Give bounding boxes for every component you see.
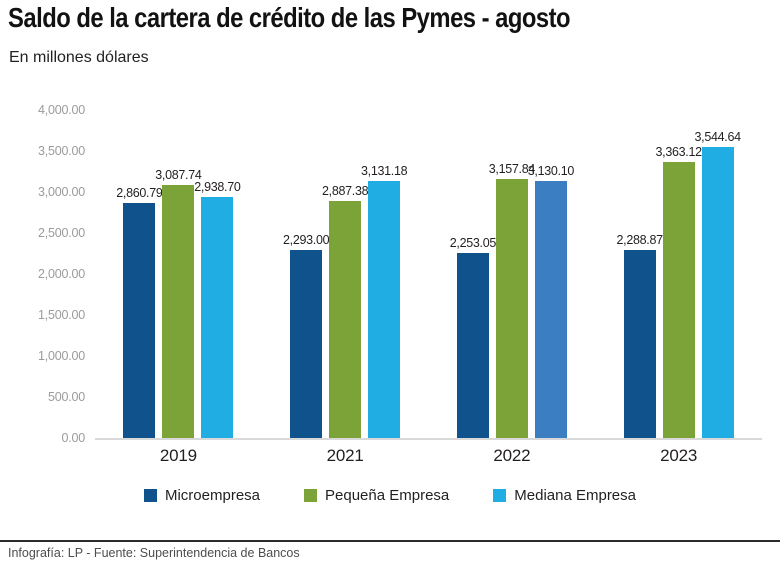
y-tick-label: 1,000.00 (37, 349, 85, 363)
bar-pequena-empresa-2022: 3,157.84 (489, 162, 535, 438)
bar-group-2019: 2,860.79 3,087.74 2,938.70 2019 (116, 110, 241, 465)
bar-value-label: 3,157.84 (488, 162, 536, 177)
bar-chart: 4,000.00 3,500.00 3,000.00 2,500.00 2,000.00… (0, 95, 780, 470)
plot-area: 2,860.79 3,087.74 2,938.70 2019 2,293.00 2,88… (95, 110, 762, 465)
legend-label: Pequeña Empresa (325, 487, 450, 504)
chart-subtitle: En millones dólares (9, 49, 149, 66)
bar-pequena-empresa-2021: 2,887.38 (322, 184, 369, 438)
bar-value-label: 3,130.10 (527, 164, 575, 179)
bar-group-2023: 2,288.87 3,363.12 3,544.64 2023 (616, 110, 741, 465)
bar-value-label: 3,363.12 (655, 145, 702, 160)
bar-mediana-empresa-2019: 2,938.70 (194, 180, 241, 438)
bar-group-2022: 2,253.05 3,157.84 3,130.10 2022 (450, 110, 575, 465)
legend-label: Microempresa (164, 487, 261, 504)
bar-value-label: 2,938.70 (194, 180, 241, 194)
bar-value-label: 3,087.74 (155, 167, 202, 182)
y-tick-label: 3,500.00 (37, 144, 85, 158)
bar-value-label: 2,293.00 (282, 233, 330, 247)
legend-swatch-mediana-empresa (493, 489, 507, 502)
legend-item-pequena-empresa: Pequeña Empresa (304, 487, 449, 504)
bar-value-label: 2,860.79 (116, 186, 163, 201)
legend-swatch-microempresa (143, 489, 157, 502)
bar-microempresa-2022: 2,253.05 (450, 236, 496, 438)
legend-item-mediana-empresa: Mediana Empresa (493, 487, 636, 504)
x-axis-label-2019: 2019 (159, 446, 197, 465)
y-tick-label: 2,000.00 (37, 267, 85, 281)
bar-pequena-empresa-2019: 3,087.74 (155, 168, 202, 438)
bar-group-2021: 2,293.00 2,887.38 3,131.18 2021 (283, 110, 408, 465)
y-tick-label: 3,000.00 (37, 185, 85, 199)
bar-value-label: 2,253.05 (449, 236, 497, 251)
footer-divider (0, 540, 780, 542)
bar-mediana-empresa-2021: 3,131.18 (361, 164, 408, 438)
y-axis: 4,000.00 3,500.00 3,000.00 2,500.00 2,000.00… (0, 95, 85, 455)
page-title: Saldo de la cartera de crédito de las Py… (8, 2, 571, 33)
bar-pequena-empresa-2023: 3,363.12 (655, 145, 702, 438)
legend: Microempresa Pequeña Empresa Mediana Empre… (0, 487, 780, 504)
bar-mediana-empresa-2023: 3,544.64 (694, 130, 741, 438)
x-axis-label-2021: 2021 (326, 446, 364, 465)
y-tick-label: 500.00 (47, 390, 85, 404)
bar-microempresa-2019: 2,860.79 (116, 186, 163, 438)
bar-value-label: 3,544.64 (694, 130, 741, 145)
y-tick-label: 0.00 (61, 431, 85, 445)
x-axis-label-2022: 2022 (493, 446, 531, 465)
bar-microempresa-2021: 2,293.00 (283, 233, 330, 438)
bar-value-label: 2,288.87 (616, 233, 663, 248)
x-axis-label-2023: 2023 (660, 446, 698, 465)
y-tick-label: 1,500.00 (37, 308, 85, 322)
bar-mediana-empresa-2022: 3,130.10 (528, 164, 574, 438)
legend-label: Mediana Empresa (514, 487, 636, 504)
y-tick-label: 4,000.00 (37, 103, 85, 117)
footer-credit: Infografía: LP - Fuente: Superintendenci… (8, 546, 300, 560)
legend-item-microempresa: Microempresa (143, 487, 261, 504)
bar-microempresa-2023: 2,288.87 (616, 233, 663, 438)
bar-value-label: 3,131.18 (360, 164, 408, 179)
y-tick-label: 2,500.00 (37, 226, 85, 240)
bar-value-label: 2,887.38 (321, 184, 369, 199)
legend-swatch-pequena-empresa (304, 489, 318, 502)
